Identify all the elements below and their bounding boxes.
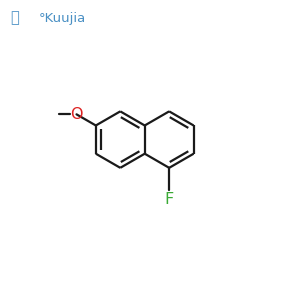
Text: °Kuujia: °Kuujia [38,12,86,25]
Text: Ⓚ: Ⓚ [10,10,19,25]
Text: F: F [164,192,174,207]
Text: O: O [70,107,83,122]
